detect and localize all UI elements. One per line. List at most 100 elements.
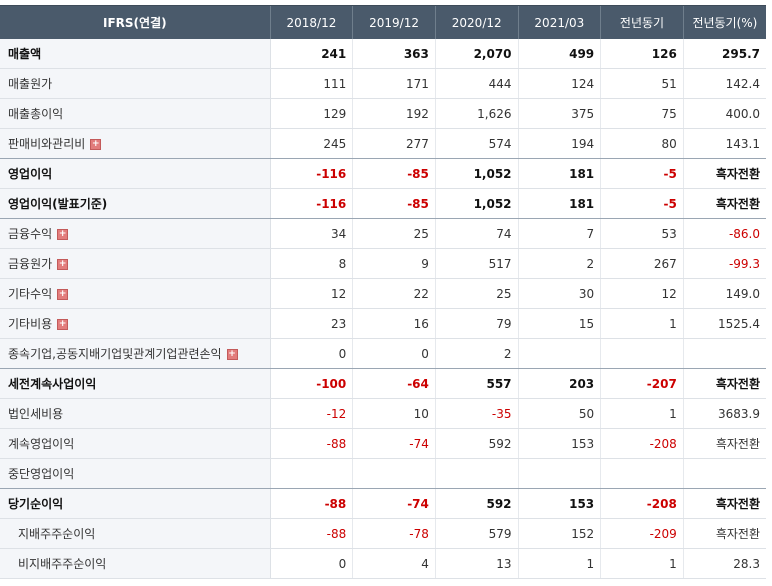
table-cell bbox=[270, 458, 353, 489]
table-cell: 499 bbox=[517, 39, 601, 69]
table-cell: 2 bbox=[517, 248, 601, 279]
table-row: 법인세비용 -12 10 -35 50 1 3683.9 bbox=[0, 398, 766, 429]
table-row: 금융수익 +34 25 74 7 53 -86.0 bbox=[0, 218, 766, 249]
row-label: 금융원가 + bbox=[0, 248, 271, 279]
table-cell: -5 bbox=[600, 188, 684, 219]
table-cell: 181 bbox=[517, 188, 601, 219]
table-row: 계속영업이익 -88 -74 592 153 -208 흑자전환 bbox=[0, 428, 766, 459]
row-label: 매출원가 bbox=[0, 68, 271, 99]
plus-expand-icon[interactable]: + bbox=[226, 349, 238, 360]
table-cell: 30 bbox=[517, 278, 601, 309]
row-label: 세전계속사업이익 bbox=[0, 368, 271, 399]
row-label-text: 기타수익 bbox=[8, 287, 53, 301]
plus-expand-icon[interactable]: + bbox=[57, 259, 69, 270]
table-cell: 241 bbox=[270, 39, 353, 69]
row-label-text: 계속영업이익 bbox=[8, 437, 75, 451]
table-cell: 245 bbox=[270, 128, 353, 159]
plus-expand-icon[interactable]: + bbox=[57, 319, 69, 330]
row-label: 당기순이익 bbox=[0, 488, 271, 519]
table-row: 판매비와관리비 +245 277 574 194 80 143.1 bbox=[0, 128, 766, 159]
table-cell: 363 bbox=[352, 39, 436, 69]
table-cell: 1 bbox=[600, 308, 684, 339]
row-label: 법인세비용 bbox=[0, 398, 271, 429]
row-label-text: 중단영업이익 bbox=[8, 467, 75, 481]
table-cell bbox=[517, 338, 601, 369]
table-cell: 129 bbox=[270, 98, 353, 129]
table-cell: 28.3 bbox=[682, 548, 766, 579]
table-cell: 13 bbox=[434, 548, 519, 579]
row-label-text: 기타비용 bbox=[8, 317, 53, 331]
table-cell: -99.3 bbox=[682, 248, 766, 279]
table-cell: 192 bbox=[352, 98, 436, 129]
row-label: 중단영업이익 bbox=[0, 458, 271, 489]
table-cell: 74 bbox=[434, 218, 519, 249]
table-row: 비지배주주순이익 0 4 13 1 1 28.3 bbox=[0, 548, 766, 579]
table-cell: 흑자전환 bbox=[682, 188, 766, 219]
table-cell: 267 bbox=[600, 248, 684, 279]
row-label-text: 매출액 bbox=[8, 47, 42, 61]
table-cell: 126 bbox=[600, 39, 684, 69]
table-cell: 1,052 bbox=[434, 158, 519, 189]
table-cell: 79 bbox=[434, 308, 519, 339]
row-label-text: 당기순이익 bbox=[8, 497, 64, 511]
table-cell: 592 bbox=[434, 428, 519, 459]
table-cell: 592 bbox=[434, 488, 519, 519]
row-label-text: 영업이익 bbox=[8, 167, 53, 181]
table-cell: 152 bbox=[517, 518, 601, 549]
table-cell: 23 bbox=[270, 308, 353, 339]
table-cell bbox=[682, 338, 766, 369]
header-ifrs: IFRS(연결) bbox=[0, 5, 271, 39]
table-cell: 25 bbox=[434, 278, 519, 309]
table-cell: -116 bbox=[270, 188, 353, 219]
table-cell: 181 bbox=[517, 158, 601, 189]
table-cell: 517 bbox=[434, 248, 519, 279]
plus-expand-icon[interactable]: + bbox=[90, 139, 102, 150]
table-cell: 203 bbox=[517, 368, 601, 399]
table-row: 당기순이익 -88 -74 592 153 -208 흑자전환 bbox=[0, 488, 766, 519]
table-cell: 흑자전환 bbox=[682, 488, 766, 519]
table-row: 지배주주순이익 -88 -78 579 152 -209 흑자전환 bbox=[0, 518, 766, 549]
table-cell: 1 bbox=[600, 398, 684, 429]
table-cell bbox=[352, 458, 436, 489]
table-cell: 557 bbox=[434, 368, 519, 399]
table-cell: 흑자전환 bbox=[682, 518, 766, 549]
table-cell: 1 bbox=[600, 548, 684, 579]
header-col-yoy-pct: 전년동기(%) bbox=[682, 5, 766, 39]
table-cell: 0 bbox=[352, 338, 436, 369]
table-cell: -88 bbox=[270, 488, 353, 519]
table-cell: 3683.9 bbox=[682, 398, 766, 429]
row-label-text: 비지배주주순이익 bbox=[18, 557, 107, 571]
table-cell: 0 bbox=[270, 548, 353, 579]
table-cell: 7 bbox=[517, 218, 601, 249]
table-cell: 1 bbox=[517, 548, 601, 579]
table-cell: -74 bbox=[352, 428, 436, 459]
table-cell: -116 bbox=[270, 158, 353, 189]
row-label-text: 금융원가 bbox=[8, 257, 53, 271]
table-cell: 194 bbox=[517, 128, 601, 159]
table-cell: -64 bbox=[352, 368, 436, 399]
table-row: 종속기업,공동지배기업및관계기업관련손익 +0 0 2 bbox=[0, 338, 766, 369]
plus-expand-icon[interactable]: + bbox=[57, 229, 69, 240]
table-cell: -86.0 bbox=[682, 218, 766, 249]
header-col-yoy: 전년동기 bbox=[600, 5, 684, 39]
row-label: 기타비용 + bbox=[0, 308, 271, 339]
table-cell: 153 bbox=[517, 488, 601, 519]
table-cell: 1,052 bbox=[434, 188, 519, 219]
table-cell: 8 bbox=[270, 248, 353, 279]
table-cell: 2 bbox=[434, 338, 519, 369]
table-cell: -208 bbox=[600, 428, 684, 459]
table-row: 매출액 241 363 2,070 499 126 295.7 bbox=[0, 39, 766, 69]
row-label: 종속기업,공동지배기업및관계기업관련손익 + bbox=[0, 338, 271, 369]
table-cell: 10 bbox=[352, 398, 436, 429]
table-cell: 16 bbox=[352, 308, 436, 339]
table-cell: 1,626 bbox=[434, 98, 519, 129]
table-row: 매출총이익 129 192 1,626 375 75 400.0 bbox=[0, 98, 766, 129]
row-label: 지배주주순이익 bbox=[0, 518, 271, 549]
table-cell: 149.0 bbox=[682, 278, 766, 309]
plus-expand-icon[interactable]: + bbox=[57, 289, 69, 300]
table-cell: 0 bbox=[270, 338, 353, 369]
table-cell: -209 bbox=[600, 518, 684, 549]
row-label: 영업이익(발표기준) bbox=[0, 188, 271, 219]
table-cell: 375 bbox=[517, 98, 601, 129]
row-label: 판매비와관리비 + bbox=[0, 128, 271, 159]
